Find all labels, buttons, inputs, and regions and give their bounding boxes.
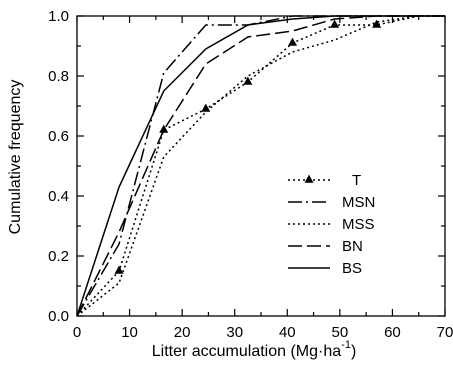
- series-msn: [76, 15, 445, 317]
- legend-label: MSN: [342, 194, 375, 211]
- series-bs: [76, 15, 445, 317]
- legend-item-bn: BN: [288, 238, 363, 255]
- series-line: [76, 15, 445, 317]
- series-line: [76, 15, 445, 317]
- legend-label: MSS: [342, 216, 375, 233]
- series-mss: [76, 15, 445, 317]
- y-tick-label: 0.8: [48, 68, 69, 85]
- triangle-marker: [159, 124, 169, 133]
- triangle-marker: [201, 103, 211, 112]
- triangle-marker: [114, 265, 124, 274]
- x-tick-label: 10: [121, 324, 138, 341]
- triangle-marker: [330, 19, 340, 28]
- x-tick-label: 50: [332, 324, 349, 341]
- y-tick-label: 0.6: [48, 128, 69, 145]
- legend-item-bs: BS: [288, 260, 362, 277]
- triangle-marker: [288, 37, 298, 46]
- x-axis: 0 10 20 30 40 50 60 70: [73, 16, 453, 341]
- series-line: [76, 15, 445, 317]
- legend-item-t: T: [288, 172, 361, 189]
- x-axis-title: Litter accumulation (Mg·ha-1): [152, 339, 357, 360]
- series-t: [76, 15, 445, 317]
- x-tick-label: 20: [174, 324, 191, 341]
- x-tick-label: 40: [279, 324, 296, 341]
- legend-label: BN: [342, 238, 363, 255]
- triangle-marker: [372, 19, 382, 28]
- x-tick-label: 30: [226, 324, 243, 341]
- legend-label: T: [352, 172, 361, 189]
- x-tick-label: 60: [384, 324, 401, 341]
- legend-label: BS: [342, 260, 362, 277]
- y-tick-label: 1.0: [48, 8, 69, 25]
- series-layer: [76, 15, 445, 317]
- y-tick-label: 0.0: [48, 308, 69, 325]
- series-line: [76, 15, 445, 317]
- series-line: [76, 15, 445, 317]
- plot-area: [76, 15, 446, 317]
- legend-item-msn: MSN: [288, 194, 375, 211]
- legend-item-mss: MSS: [288, 216, 375, 233]
- series-bn: [76, 15, 445, 317]
- triangle-marker: [243, 76, 253, 85]
- plot-border: [76, 15, 446, 317]
- y-tick-label: 0.4: [48, 188, 69, 205]
- x-tick-label: 70: [437, 324, 453, 341]
- y-axis-title: Cumulative frequency: [7, 80, 24, 235]
- legend-triangle-marker: [304, 174, 314, 183]
- legend: T MSN MSS BN BS: [288, 172, 375, 277]
- x-tick-label: 0: [73, 324, 81, 341]
- y-axis: 0.0 0.2 0.4 0.6 0.8 1.0: [48, 8, 445, 325]
- y-tick-label: 0.2: [48, 248, 69, 265]
